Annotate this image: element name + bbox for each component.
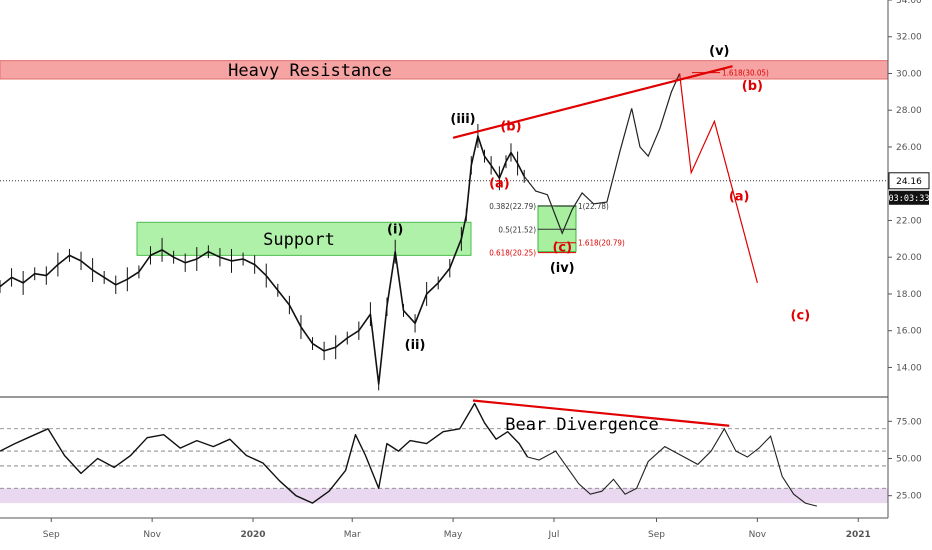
rsi-tick-label: 75.00	[896, 417, 922, 427]
wave-label: (c)	[791, 309, 811, 324]
rsi-oversold-band	[0, 488, 888, 504]
wave-label: (i)	[387, 222, 403, 237]
countdown-badge	[889, 190, 929, 205]
axes: 14.0016.0018.0020.0022.0024.0026.0028.00…	[0, 0, 930, 540]
fib-level-label: 1.618(30.05)	[722, 69, 769, 78]
divergence-line	[472, 399, 730, 427]
target-box	[537, 205, 577, 253]
fib-level-label: 1(22.78)	[578, 202, 609, 211]
rsi-series-line	[0, 402, 529, 504]
y-tick-label: 22.00	[896, 216, 922, 226]
last-price-value: 24.16	[896, 177, 922, 187]
fib-level-label: 0.5(21.52)	[498, 225, 536, 234]
rsi-pane: Bear Divergence	[0, 399, 888, 507]
y-tick-label: 16.00	[896, 327, 922, 337]
x-tick-label: May	[444, 530, 463, 540]
last-price-badge	[888, 172, 930, 190]
fib-level-label: 0.382(22.79)	[489, 202, 536, 211]
x-tick-label: 2021	[846, 530, 871, 540]
wave-label: (a)	[489, 176, 510, 191]
x-tick-label: Jul	[548, 530, 560, 540]
wave-label: (iv)	[550, 261, 575, 276]
resistance-label: Heavy Resistance	[228, 61, 392, 81]
wave-label: (v)	[709, 44, 729, 59]
y-tick-label: 26.00	[896, 143, 922, 153]
price-pane: Heavy Resistance Support 0.382(22.79) 0.5(2…	[0, 44, 889, 391]
wave-label: (b)	[742, 79, 763, 94]
rsi-tick-label: 25.00	[896, 492, 922, 502]
countdown-value: 03:03:33	[889, 194, 930, 204]
x-tick-label: Mar	[344, 530, 361, 540]
y-tick-label: 28.00	[896, 106, 922, 116]
fib-level-label: 0.618(20.25)	[489, 249, 536, 258]
wave-label: (iii)	[450, 112, 475, 127]
wave-label: (b)	[500, 119, 521, 134]
wave-label: (c)	[552, 241, 572, 256]
y-tick-label: 32.00	[896, 33, 922, 43]
price-series-line	[0, 135, 525, 385]
divergence-label: Bear Divergence	[505, 415, 659, 435]
y-tick-label: 30.00	[896, 69, 922, 79]
trendline	[452, 65, 733, 139]
wave-label: (a)	[729, 189, 750, 204]
fib-level-label: 1.618(20.79)	[578, 239, 625, 248]
y-tick-label: 34.00	[896, 0, 922, 6]
rsi-tick-label: 50.00	[896, 455, 922, 465]
support-label: Support	[263, 230, 335, 250]
x-tick-label: Sep	[648, 530, 665, 540]
y-tick-label: 14.00	[896, 363, 922, 373]
x-tick-label: 2020	[240, 530, 265, 540]
wave-label: (ii)	[405, 338, 426, 353]
price-projection-path	[523, 73, 681, 235]
y-tick-label: 18.00	[896, 290, 922, 300]
x-tick-label: Nov	[749, 530, 767, 540]
y-tick-label: 20.00	[896, 253, 922, 263]
support-zone	[136, 221, 472, 256]
price-projection-red-path	[679, 73, 758, 284]
x-tick-label: Nov	[143, 530, 161, 540]
rsi-projection-line	[527, 427, 818, 507]
x-tick-label: Sep	[43, 530, 60, 540]
